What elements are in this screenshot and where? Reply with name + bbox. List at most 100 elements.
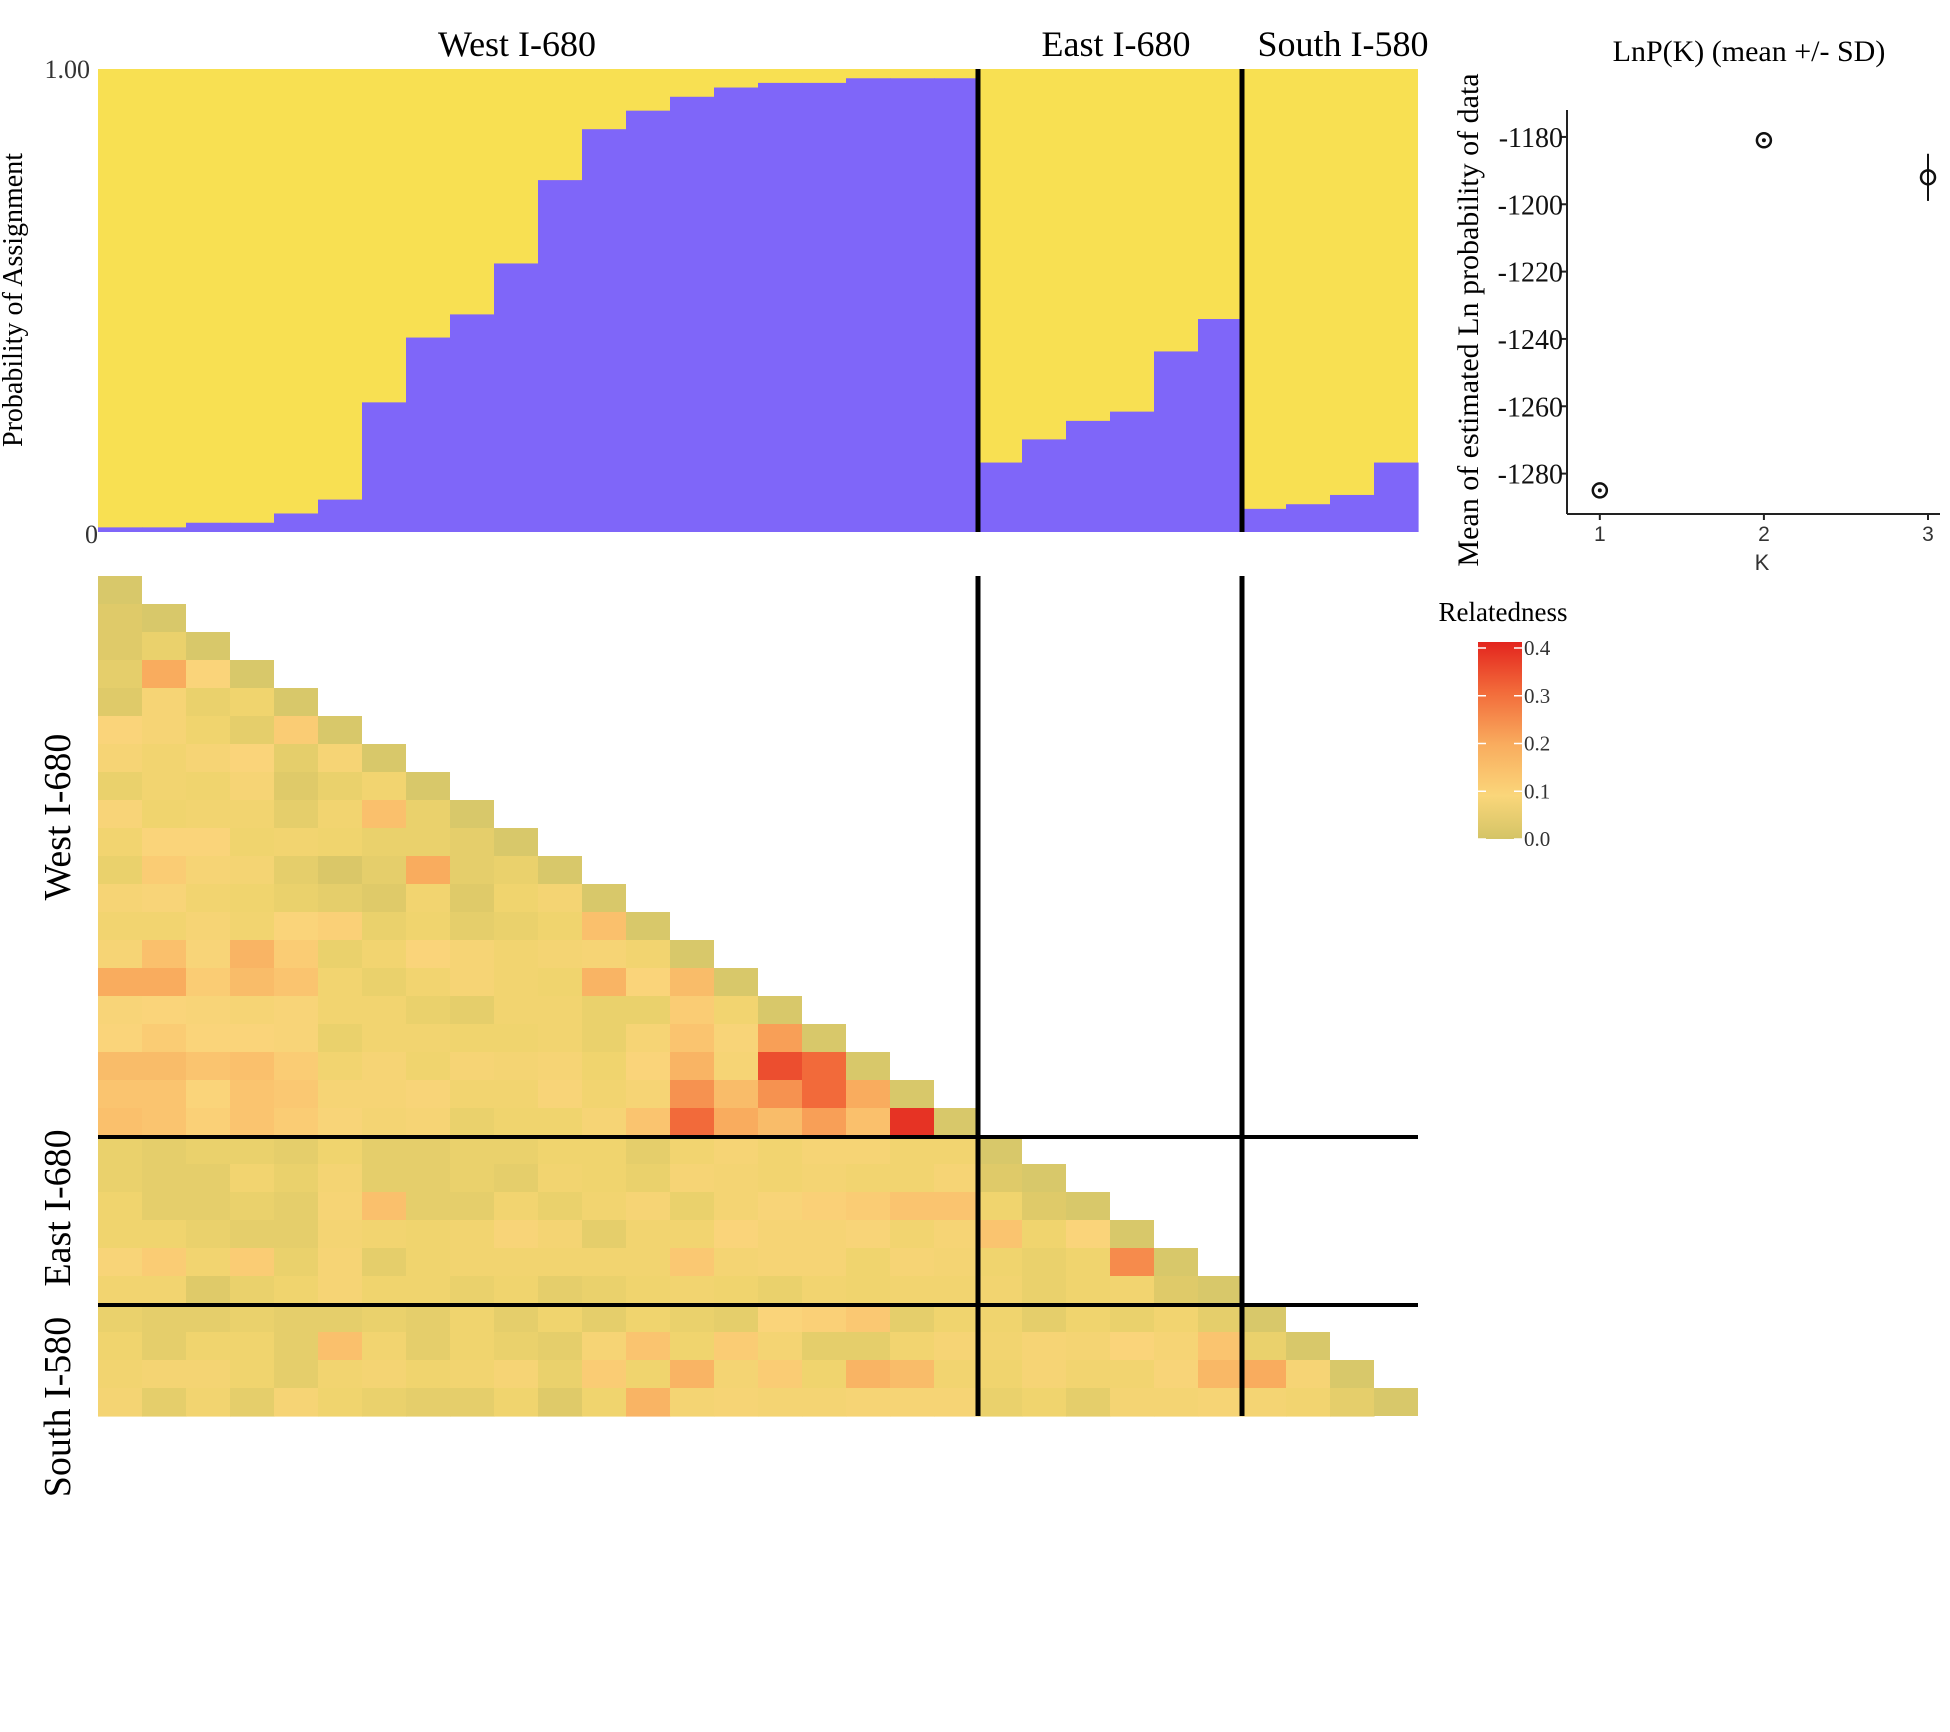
heatmap-diagonal-cell <box>714 968 758 996</box>
heatmap-cell <box>142 884 187 913</box>
heatmap-cell <box>142 1332 187 1361</box>
heatmap-cell <box>890 1360 935 1389</box>
heatmap-cell <box>978 1164 1023 1193</box>
heatmap-cell <box>230 1276 275 1305</box>
heatmap-cell <box>274 828 319 857</box>
heatmap-cell <box>318 1080 363 1109</box>
heatmap-cell <box>186 1080 231 1109</box>
bar-segment-cluster2 <box>1330 494 1375 532</box>
heatmap-cell <box>362 1332 407 1361</box>
heatmap-cell <box>450 884 495 913</box>
heatmap-cell <box>758 1360 803 1389</box>
heatmap-cell <box>802 1192 847 1221</box>
heatmap-cell <box>274 1360 319 1389</box>
heatmap-cell <box>538 884 583 913</box>
heatmap-cell <box>1066 1304 1111 1333</box>
heatmap-cell <box>406 884 451 913</box>
heatmap-cell <box>318 800 363 829</box>
heatmap-cell <box>538 912 583 941</box>
heatmap-cell <box>406 1360 451 1389</box>
heatmap-cell <box>1110 1360 1155 1389</box>
heatmap-cell <box>450 1024 495 1053</box>
heatmap-cell <box>98 688 143 717</box>
heatmap-cell <box>1198 1360 1243 1389</box>
heatmap-cell <box>362 884 407 913</box>
heatmap-cell <box>406 1388 451 1417</box>
heatmap-cell <box>406 968 451 997</box>
heatmap-cell <box>362 1220 407 1249</box>
heatmap-cell <box>626 968 671 997</box>
heatmap-cell <box>98 744 143 773</box>
heatmap-cell <box>318 828 363 857</box>
heatmap-cell <box>142 1388 187 1417</box>
heatmap-cell <box>406 1052 451 1081</box>
heatmap-cell <box>230 996 275 1025</box>
bar-segment-cluster2 <box>142 527 187 532</box>
heatmap-cell <box>318 940 363 969</box>
heatmap-diagonal-cell <box>450 800 494 828</box>
heatmap-cell <box>846 1388 891 1417</box>
heatmap-cell <box>318 1024 363 1053</box>
bar-segment-cluster2 <box>1242 508 1287 532</box>
heatmap-diagonal-cell <box>318 716 362 744</box>
heatmap-cell <box>846 1136 891 1165</box>
heatmap-cell <box>142 968 187 997</box>
heatmap-cell <box>626 996 671 1025</box>
heatmap-cell <box>450 1332 495 1361</box>
heatmap-cell <box>582 1304 627 1333</box>
heatmap-cell <box>98 1248 143 1277</box>
heatmap-cell <box>626 1248 671 1277</box>
heatmap-cell <box>142 772 187 801</box>
heatmap-cell <box>934 1332 979 1361</box>
heatmap-cell <box>142 660 187 689</box>
bar-segment-cluster2 <box>934 78 979 532</box>
heatmap-cell <box>274 1052 319 1081</box>
heatmap-cell <box>494 1108 539 1137</box>
heatmap-cell <box>758 1052 803 1081</box>
heatmap-cell <box>626 1304 671 1333</box>
heatmap-cell <box>670 1304 715 1333</box>
heatmap-cell <box>186 1276 231 1305</box>
heatmap-cell <box>714 1192 759 1221</box>
heatmap-cell <box>846 1192 891 1221</box>
heatmap-cell <box>450 912 495 941</box>
heatmap-cell <box>406 1248 451 1277</box>
heatmap-cell <box>230 1052 275 1081</box>
heatmap-cell <box>98 1080 143 1109</box>
heatmap-cell <box>538 1164 583 1193</box>
heatmap-cell <box>142 1220 187 1249</box>
heatmap-cell <box>450 1192 495 1221</box>
heatmap-cell <box>626 1276 671 1305</box>
bar-segment-cluster2 <box>846 78 891 532</box>
heatmap-cell <box>142 996 187 1025</box>
heatmap-cell <box>230 800 275 829</box>
bar-segment-cluster2 <box>1374 462 1419 532</box>
heatmap-cell <box>186 1052 231 1081</box>
heatmap-cell <box>186 660 231 689</box>
heatmap-cell <box>318 1192 363 1221</box>
heatmap-cell <box>142 688 187 717</box>
heatmap-cell <box>582 1388 627 1417</box>
heatmap-cell <box>318 772 363 801</box>
heatmap-cell <box>450 1220 495 1249</box>
heatmap-cell <box>318 856 363 885</box>
bar-segment-cluster2 <box>626 110 671 533</box>
heatmap-cell <box>1022 1248 1067 1277</box>
heatmap-cell <box>98 940 143 969</box>
bar-segment-cluster2 <box>406 337 451 532</box>
heatmap-diagonal-cell <box>582 884 626 912</box>
heatmap-cell <box>450 1276 495 1305</box>
heatmap-cell <box>1286 1360 1331 1389</box>
heatmap-cell <box>186 1388 231 1417</box>
scatter-y-tick-label: -1280 <box>1498 460 1563 491</box>
heatmap-cell <box>98 912 143 941</box>
heatmap-diagonal-cell <box>362 744 406 772</box>
heatmap-cell <box>670 968 715 997</box>
heatmap-cell <box>846 1332 891 1361</box>
heatmap-cell <box>186 1108 231 1137</box>
heatmap-cell <box>538 1276 583 1305</box>
heatmap-cell <box>494 1220 539 1249</box>
heatmap-cell <box>318 1304 363 1333</box>
heatmap-cell <box>494 940 539 969</box>
scatter-y-tick-label: -1220 <box>1498 258 1563 289</box>
